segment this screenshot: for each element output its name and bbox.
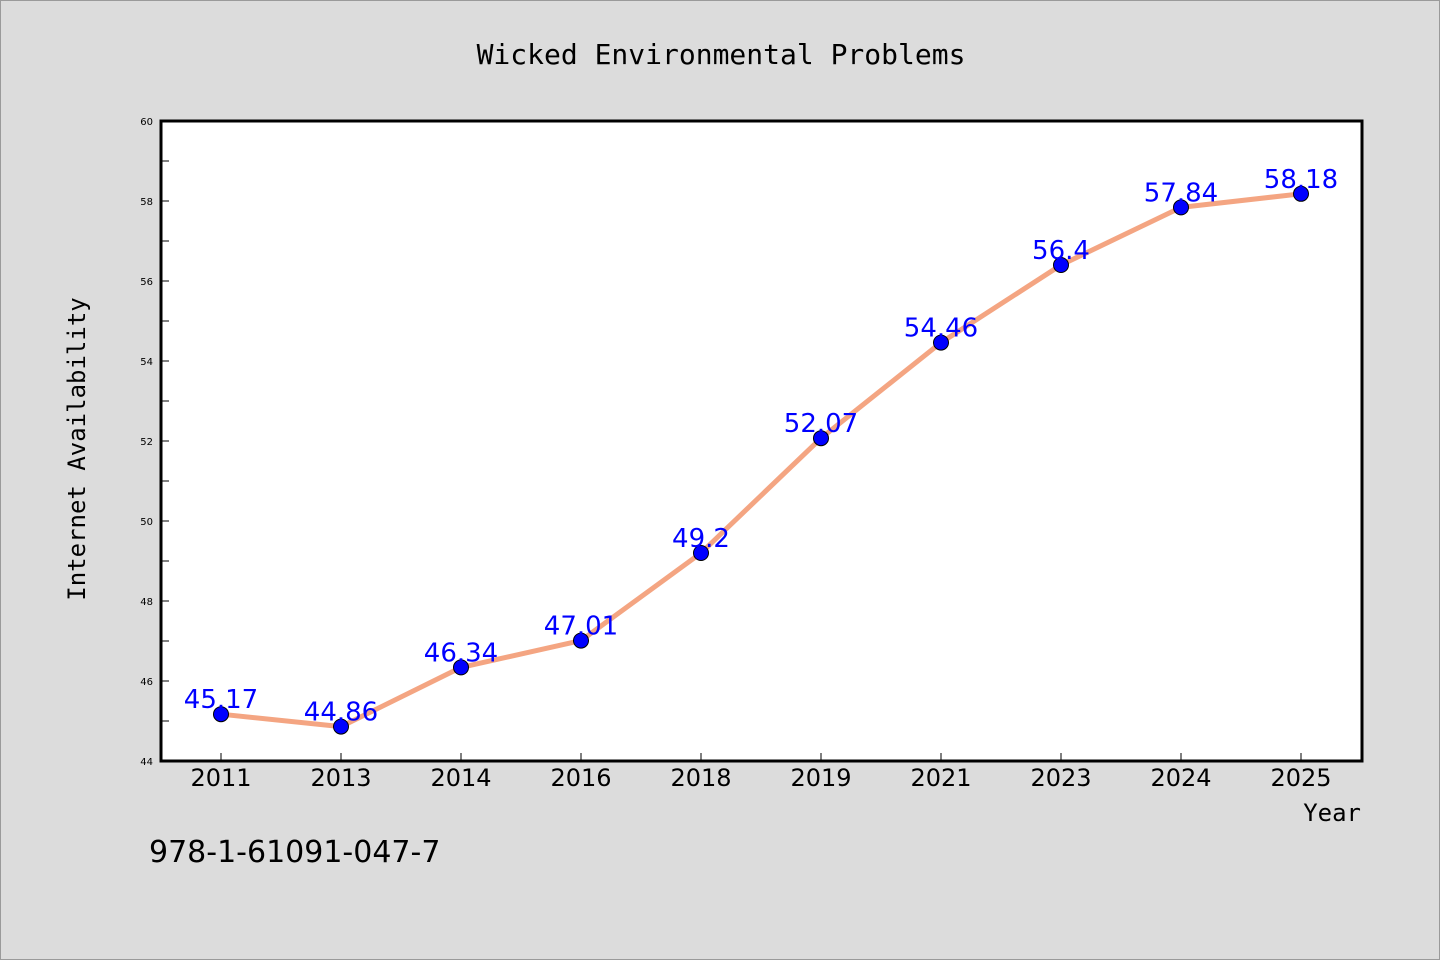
x-tick-label: 2023 — [1030, 764, 1091, 792]
data-label: 56.4 — [1032, 236, 1090, 266]
x-axis-label: Year — [1303, 799, 1361, 827]
x-tick-label: 2021 — [910, 764, 971, 792]
data-point — [333, 718, 349, 735]
y-tick-label: 44 — [140, 757, 153, 768]
data-label: 52.07 — [784, 409, 858, 439]
data-label: 57.84 — [1144, 178, 1218, 208]
x-tick-label: 2013 — [310, 764, 371, 792]
x-tick-label: 2024 — [1150, 764, 1211, 792]
x-tick-label: 2016 — [550, 764, 611, 792]
data-label: 47.01 — [544, 612, 618, 642]
data-labels-layer: 45.17 44.86 46.34 47.01 49.2 52.07 54.46 56.4 57… — [184, 165, 1338, 728]
plot-area — [161, 121, 1362, 761]
data-label: 45.17 — [184, 685, 258, 715]
y-tick-label: 48 — [140, 597, 153, 608]
data-label: 44.86 — [304, 698, 378, 728]
data-label: 46.34 — [424, 638, 498, 668]
data-point — [933, 334, 949, 351]
y-tick-label: 54 — [140, 357, 153, 368]
plot-frame — [159, 119, 1364, 763]
data-point — [693, 545, 709, 561]
y-tick-label: 50 — [140, 517, 153, 528]
x-tick-label: 2025 — [1270, 764, 1331, 792]
y-tick-label: 56 — [140, 277, 153, 288]
data-label: 49.2 — [672, 524, 730, 554]
x-tick-label: 2018 — [670, 764, 731, 792]
y-axis-ticks: 44 46 48 50 52 54 56 58 60 — [140, 117, 169, 768]
data-point — [1053, 257, 1069, 273]
series-layer — [213, 185, 1309, 735]
data-label: 54.46 — [904, 314, 978, 344]
x-tick-label: 2011 — [190, 764, 251, 792]
data-label: 58.18 — [1264, 165, 1338, 195]
chart-title: Wicked Environmental Problems — [477, 38, 966, 71]
data-point — [1293, 185, 1309, 202]
y-tick-label: 60 — [140, 117, 153, 128]
isbn-footnote: 978-1-61091-047-7 — [149, 835, 441, 870]
x-tick-label: 2014 — [430, 764, 491, 792]
y-tick-label: 58 — [140, 197, 153, 208]
x-axis-ticks: 2011 2013 2014 2016 2018 2019 2021 2023 2024 2025 — [190, 753, 1332, 792]
data-point — [453, 659, 469, 676]
y-tick-label: 46 — [140, 677, 153, 688]
y-axis-label: Internet Availability — [63, 297, 91, 600]
data-point — [1173, 199, 1189, 216]
y-tick-label: 52 — [140, 437, 153, 448]
data-point — [813, 430, 829, 447]
data-point — [213, 706, 229, 723]
x-tick-label: 2019 — [790, 764, 851, 792]
data-point — [573, 632, 589, 649]
series-line — [218, 191, 1304, 730]
